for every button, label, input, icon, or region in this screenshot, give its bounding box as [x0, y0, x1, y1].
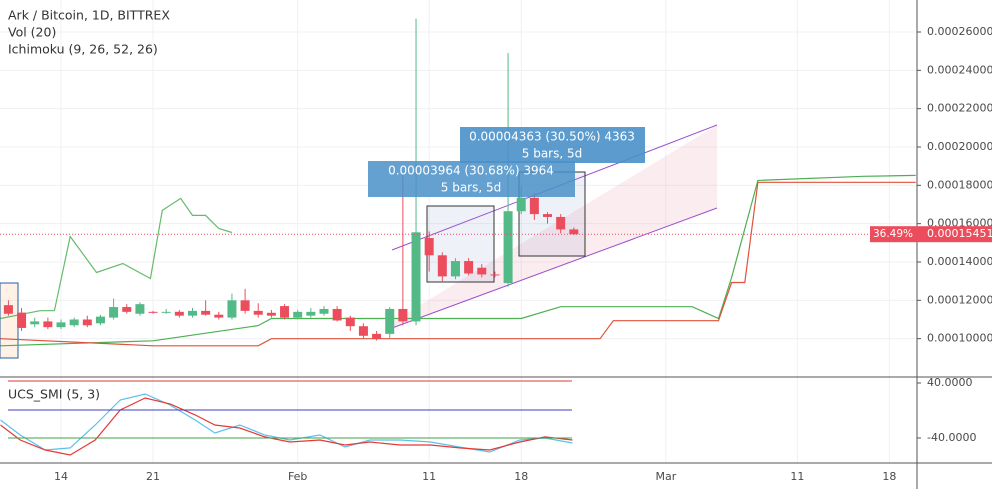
measure-label: 5 bars, 5d — [441, 181, 502, 195]
candle-body — [17, 312, 27, 328]
candle-body — [293, 311, 303, 318]
candle-body — [556, 216, 566, 230]
measure-label-box — [368, 161, 575, 197]
candle-body — [3, 305, 13, 314]
candle-body — [385, 308, 395, 334]
y-tick-label: 0.00024000 — [927, 63, 992, 76]
candle-body — [161, 311, 171, 313]
ichimoku-line — [0, 174, 916, 347]
indicator-label: Ichimoku (9, 26, 52, 26) — [8, 42, 158, 57]
candle-body — [372, 333, 382, 339]
indicator-label: UCS_SMI (5, 3) — [8, 387, 100, 402]
x-tick-label: 21 — [146, 470, 160, 483]
measure-label-box — [460, 127, 645, 163]
x-tick-label: 14 — [54, 470, 68, 483]
channel-lower — [391, 207, 718, 329]
candle-body — [214, 314, 224, 318]
candle-body — [95, 316, 105, 324]
candle-body — [437, 255, 447, 277]
candle-body — [332, 308, 342, 321]
candle-body — [69, 319, 79, 326]
x-tick-label: 11 — [422, 470, 436, 483]
measure-label: 0.00004363 (30.50%) 4363 — [469, 130, 635, 144]
ichimoku-line — [0, 197, 233, 320]
chart-title: Ark / Bitcoin, 1D, BITTREX — [8, 8, 170, 23]
y-tick-label: 0.00014000 — [927, 255, 992, 268]
candle-body — [424, 238, 434, 256]
candle-body — [516, 197, 526, 212]
candle-body — [411, 232, 421, 322]
candle-body — [135, 304, 145, 314]
candle-body — [253, 310, 263, 315]
y-tick-label: 0.00020000 — [927, 140, 992, 153]
x-tick-label: 11 — [790, 470, 804, 483]
smi-line — [0, 397, 573, 456]
candle-body — [477, 267, 487, 275]
y-tick-label: 40.0000 — [927, 376, 973, 389]
y-tick-label: 0.00018000 — [927, 178, 992, 191]
candle-body — [358, 326, 368, 336]
candle-body — [280, 306, 290, 318]
candle-body — [109, 307, 119, 318]
candle-body — [187, 310, 197, 316]
candle-body — [319, 308, 329, 314]
range-box — [0, 282, 19, 359]
x-tick-label: 18 — [882, 470, 896, 483]
y-tick-label: 0.00026000 — [927, 25, 992, 38]
candle-body — [490, 274, 500, 276]
candle-body — [529, 197, 539, 215]
candle-body — [174, 311, 184, 316]
y-tick-label: 0.00010000 — [927, 332, 992, 345]
candle-body — [569, 229, 579, 235]
change-badge — [870, 226, 917, 243]
candle-body — [43, 321, 53, 328]
measure-label: 5 bars, 5d — [522, 147, 583, 161]
candle-body — [464, 261, 474, 274]
measure-label: 0.00003964 (30.68%) 3964 — [388, 164, 554, 178]
candle-body — [82, 319, 92, 326]
candle-body — [240, 300, 250, 311]
ichimoku-line — [0, 181, 916, 347]
marks-layer — [0, 18, 917, 456]
indicator-label: Vol (20) — [8, 25, 56, 40]
candle-body — [148, 311, 158, 313]
x-tick-label: 18 — [514, 470, 528, 483]
last-price-badge — [917, 226, 992, 243]
last-price-label: 0.00015451 — [927, 227, 992, 240]
candle-body — [306, 311, 316, 316]
candle-body — [503, 211, 513, 284]
candle-body — [227, 300, 237, 318]
y-tick-label: -40.0000 — [927, 431, 976, 444]
candle-body — [122, 307, 132, 312]
candle-body — [345, 317, 355, 327]
x-tick-label: Feb — [288, 470, 307, 483]
candle-body — [56, 322, 66, 328]
change-label: 36.49% — [873, 228, 913, 240]
candle-body — [450, 261, 460, 277]
y-tick-label: 0.00012000 — [927, 293, 992, 306]
x-tick-label: Mar — [655, 470, 676, 483]
candle-body — [543, 214, 553, 217]
candle-body — [30, 321, 40, 325]
candle-body — [266, 312, 276, 316]
y-tick-label: 0.00022000 — [927, 102, 992, 115]
channel-fill — [392, 125, 717, 328]
candle-body — [201, 310, 211, 315]
candle-body — [398, 308, 408, 322]
